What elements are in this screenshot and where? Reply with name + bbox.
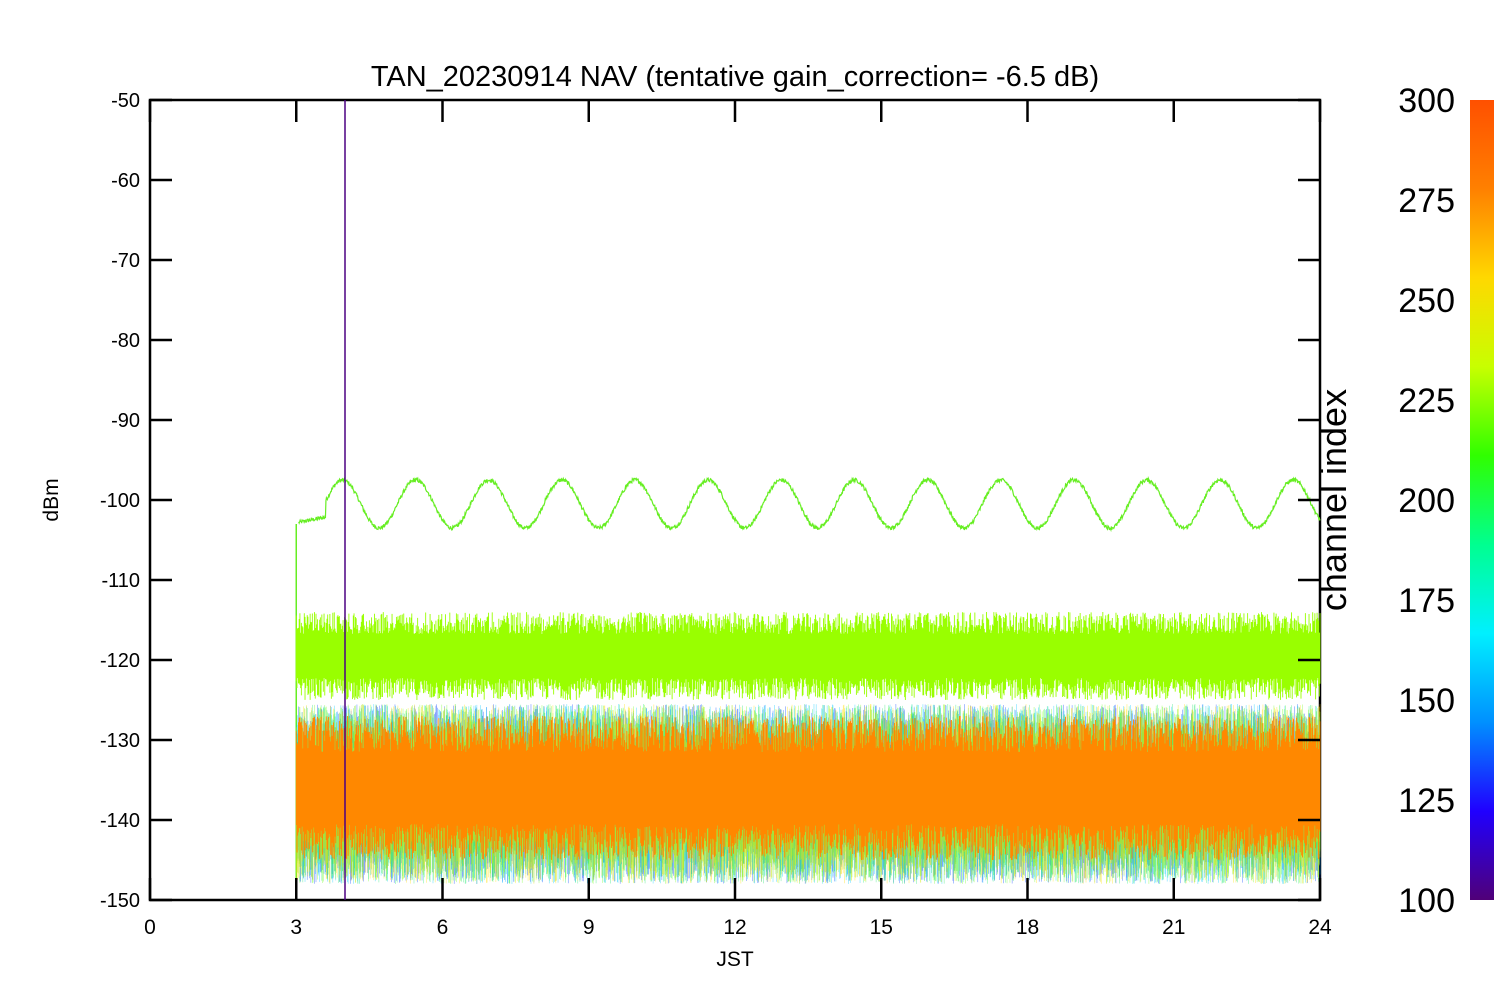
x-tick-label: 21 <box>1162 916 1185 939</box>
y-tick-label: -50 <box>111 90 140 112</box>
y-axis-label: dBm <box>40 478 63 521</box>
colorbar-tick-label: 300 <box>1398 82 1455 120</box>
x-tick-label: 6 <box>437 916 449 939</box>
y-axis: -50 -60 -70 -80 -90 -100 -110 -120 -130 -140 -150 <box>100 90 1320 912</box>
colorbar-tick-label: 275 <box>1398 182 1455 220</box>
chart-title: TAN_20230914 NAV (tentative gain_correct… <box>371 61 1099 93</box>
x-tick-label: 9 <box>583 916 595 939</box>
data-layer <box>295 100 1321 900</box>
colorbar-tick-label: 100 <box>1398 882 1455 920</box>
x-tick-label: 0 <box>144 916 156 939</box>
noise-band-series <box>295 612 1321 700</box>
y-tick-label: -80 <box>111 330 140 352</box>
colorbar-tick-label: 175 <box>1398 582 1455 620</box>
y-tick-label: -150 <box>100 890 140 912</box>
y-tick-label: -130 <box>100 730 140 752</box>
x-tick-label: 12 <box>723 916 746 939</box>
y-tick-label: -140 <box>100 810 140 832</box>
x-tick-label: 24 <box>1308 916 1332 939</box>
x-tick-label: 3 <box>290 916 302 939</box>
y-tick-label: -70 <box>111 250 140 272</box>
noise-band-series <box>295 716 1321 860</box>
colorbar-tick-label: 150 <box>1398 682 1455 720</box>
colorbar-label: channel index <box>1313 389 1354 611</box>
colorbar-tick-label: 125 <box>1398 782 1455 820</box>
colorbar-tick-label: 225 <box>1398 382 1455 420</box>
plot-area: -50-60-70-80-90-100-110-120-130-140-150 … <box>100 90 1332 939</box>
colorbar-ticks: 300 275 250 225 200 175 150 125 100 <box>1398 82 1455 920</box>
y-tick-label: -90 <box>111 410 140 432</box>
x-tick-label: 15 <box>870 916 893 939</box>
carrier-line-series <box>298 475 1321 533</box>
y-tick-label: -120 <box>100 650 140 672</box>
colorbar-gradient <box>1470 100 1494 900</box>
y-tick-label: -60 <box>111 170 140 192</box>
x-tick-label: 18 <box>1016 916 1039 939</box>
y-tick-label: -110 <box>101 570 140 592</box>
colorbar-tick-label: 200 <box>1398 482 1455 520</box>
x-axis-label: JST <box>716 948 754 971</box>
colorbar: 300 275 250 225 200 175 150 125 100 channel inde… <box>1313 82 1494 920</box>
x-axis: 0 3 6 9 12 15 18 21 24 <box>144 100 1332 939</box>
y-tick-label: -100 <box>100 490 140 512</box>
colorbar-tick-label: 250 <box>1398 282 1455 320</box>
